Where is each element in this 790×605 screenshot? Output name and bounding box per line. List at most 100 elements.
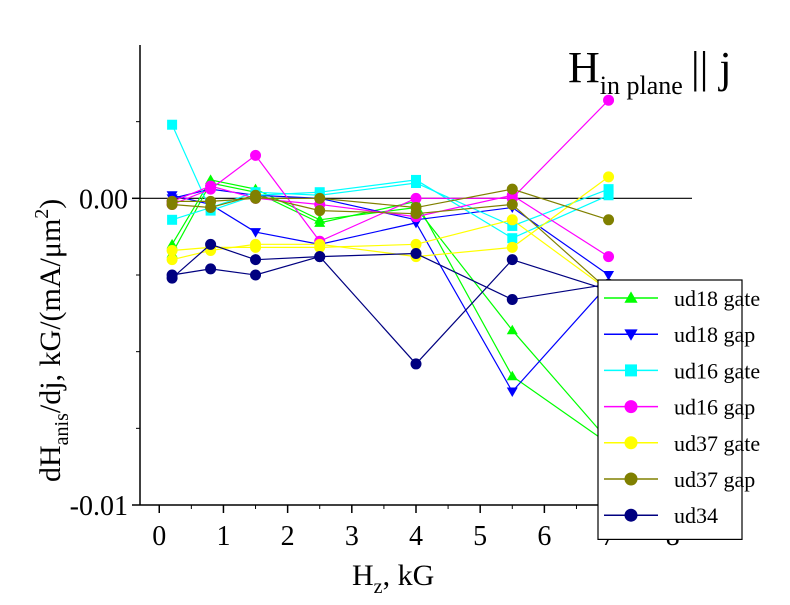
legend-marker — [624, 291, 638, 303]
series-line — [171, 179, 610, 441]
series-ud16-gate — [167, 119, 614, 244]
legend-label: ud37 gate — [674, 431, 760, 456]
data-point — [250, 269, 262, 281]
data-point — [314, 192, 326, 204]
legend-item: ud37 gate — [604, 431, 760, 456]
data-point — [603, 214, 615, 226]
x-tick-label: 1 — [216, 521, 230, 552]
data-point — [250, 189, 262, 201]
data-point — [506, 254, 518, 266]
x-tick-label: 0 — [152, 521, 166, 552]
data-point — [250, 149, 262, 161]
data-point — [506, 324, 518, 335]
legend-item: ud34 — [604, 503, 718, 528]
series-line — [171, 99, 609, 243]
legend-item: ud16 gate — [604, 358, 760, 383]
x-tick-label: 6 — [537, 521, 551, 552]
chart-title-rel: || j — [691, 43, 732, 92]
series-ud16-gap — [166, 94, 615, 263]
data-point — [603, 271, 615, 281]
y-axis-title-sub: anis — [51, 413, 73, 445]
data-point — [250, 254, 262, 266]
data-point — [314, 251, 326, 263]
legend-marker — [624, 508, 638, 522]
series-ud34 — [166, 238, 615, 370]
series-line — [171, 255, 609, 365]
data-point — [506, 241, 518, 253]
data-point — [166, 244, 178, 256]
legend-label: ud18 gap — [674, 322, 755, 347]
series-line — [172, 219, 609, 291]
data-point — [166, 198, 178, 210]
legend-item: ud18 gap — [604, 322, 755, 347]
legend-label: ud16 gap — [674, 395, 755, 420]
series-line — [171, 182, 609, 227]
data-point — [506, 387, 518, 398]
data-point — [166, 254, 178, 266]
x-axis-title-main: H — [352, 559, 374, 592]
legend: ud18 gate ud18 gap ud16 gate ud16 gap ud37 g… — [597, 279, 760, 540]
data-point — [410, 238, 422, 250]
series-ud37-gate — [166, 171, 615, 296]
y-axis-title-close: ) — [34, 199, 67, 209]
y-tick-label: -0.01 — [70, 491, 128, 522]
data-point — [603, 184, 614, 195]
chart-title-main: H — [568, 43, 600, 92]
y-axis-title: dHanis/dj, kG/(mA/μm2) — [31, 199, 73, 482]
data-point — [506, 183, 518, 195]
x-tick-label: 4 — [409, 521, 423, 552]
chart-title: Hin plane || j — [568, 43, 732, 100]
series-ud37-gap — [166, 183, 615, 296]
data-point — [603, 171, 615, 183]
series-layer — [166, 94, 615, 448]
data-point — [507, 220, 518, 231]
data-point — [410, 248, 422, 260]
data-point — [250, 241, 262, 253]
y-axis-title-sup: 2 — [31, 209, 53, 219]
data-point — [205, 180, 217, 192]
legend-box — [597, 279, 743, 540]
legend-label: ud34 — [674, 503, 718, 528]
data-point — [205, 202, 217, 214]
data-point — [603, 251, 615, 263]
series-line — [171, 243, 609, 301]
series-ud18-gate — [166, 174, 615, 448]
data-point — [167, 119, 178, 130]
legend-marker — [624, 400, 638, 414]
x-axis-title-unit: , kG — [383, 559, 435, 592]
legend-item: ud18 gate — [604, 286, 760, 311]
data-point — [314, 205, 326, 217]
legend-marker — [624, 472, 638, 486]
series-line — [171, 182, 609, 445]
data-point — [410, 192, 422, 204]
data-point — [410, 358, 422, 370]
data-point — [603, 190, 614, 201]
y-tick-label: 0.00 — [79, 184, 128, 215]
data-point — [250, 228, 262, 238]
legend-marker — [624, 436, 638, 450]
legend-label: ud18 gate — [674, 286, 760, 311]
data-point — [166, 272, 178, 284]
y-axis-title-unit: /dj, kG/(mA/μm — [34, 219, 67, 413]
data-point — [506, 214, 518, 226]
legend-marker — [624, 329, 638, 341]
legend-marker — [625, 364, 637, 377]
data-point — [506, 294, 518, 306]
x-tick-label: 5 — [473, 521, 487, 552]
y-tick-labels: 0.00 -0.01 — [70, 184, 128, 522]
data-point — [506, 370, 518, 381]
data-point — [411, 178, 421, 188]
x-tick-label: 3 — [345, 521, 359, 552]
y-axis-title-main: dH — [34, 445, 67, 482]
legend-label: ud16 gate — [674, 358, 760, 383]
data-point — [205, 263, 217, 275]
data-point — [314, 217, 326, 227]
legend-item: ud37 gap — [604, 467, 755, 492]
legend-label: ud37 gap — [674, 467, 755, 492]
x-tick-label: 2 — [281, 521, 295, 552]
x-axis-title-sub: z — [374, 576, 383, 598]
data-point — [603, 94, 615, 106]
data-point — [506, 198, 518, 210]
data-point — [205, 238, 217, 250]
